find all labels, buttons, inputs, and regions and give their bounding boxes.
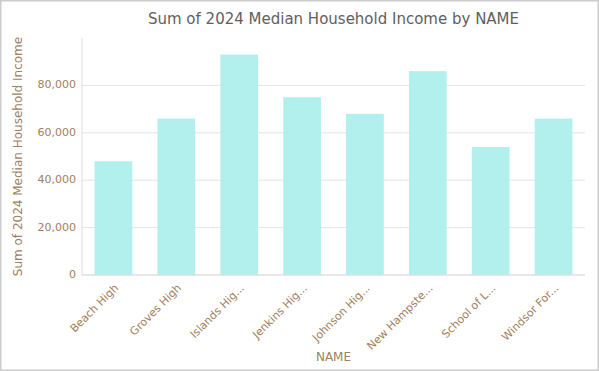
x-tick-label: Groves High: [127, 282, 184, 339]
title: Sum of 2024 Median Household Income by N…: [148, 10, 519, 28]
bar: [535, 119, 573, 275]
x-tick-label: Beach High: [68, 282, 122, 336]
y-axis-label: Sum of 2024 Median Household Income: [11, 37, 25, 276]
x-tick-label: School of L...: [439, 282, 498, 341]
chart-svg: 0 20,000 40,000 60,000 80,000 Beach HighGrove…: [0, 0, 599, 371]
y-tick-label: 20,000: [38, 221, 77, 234]
bars: [95, 55, 573, 275]
bar: [409, 71, 447, 275]
x-axis-line: [82, 275, 585, 276]
bar: [472, 147, 510, 275]
y-axis-line: [82, 38, 83, 275]
grid-line: [82, 275, 585, 276]
background: [1, 1, 599, 371]
chart-container: 0 20,000 40,000 60,000 80,000 Beach HighGrove…: [0, 0, 599, 371]
y-tick-label: 40,000: [38, 173, 77, 186]
grid: [82, 85, 585, 275]
bar: [157, 119, 195, 275]
x-tick-label: Jenkins Hig...: [249, 282, 309, 342]
bar: [283, 97, 321, 275]
bar: [346, 114, 384, 275]
x-tick-label: Islands Hig...: [188, 282, 247, 341]
y-tick-label: 0: [69, 268, 76, 281]
x-tick-label: Johnson Hig...: [309, 282, 372, 345]
grid-line: [82, 85, 585, 86]
y-tick-label: 80,000: [38, 78, 77, 91]
y-tick-label: 60,000: [38, 126, 77, 139]
bar: [95, 161, 133, 275]
x-tick-label: Windsor For...: [499, 282, 561, 344]
bar: [220, 55, 258, 275]
x-tick-label: New Hampste...: [365, 282, 436, 353]
x-axis-label: NAME: [316, 350, 351, 364]
